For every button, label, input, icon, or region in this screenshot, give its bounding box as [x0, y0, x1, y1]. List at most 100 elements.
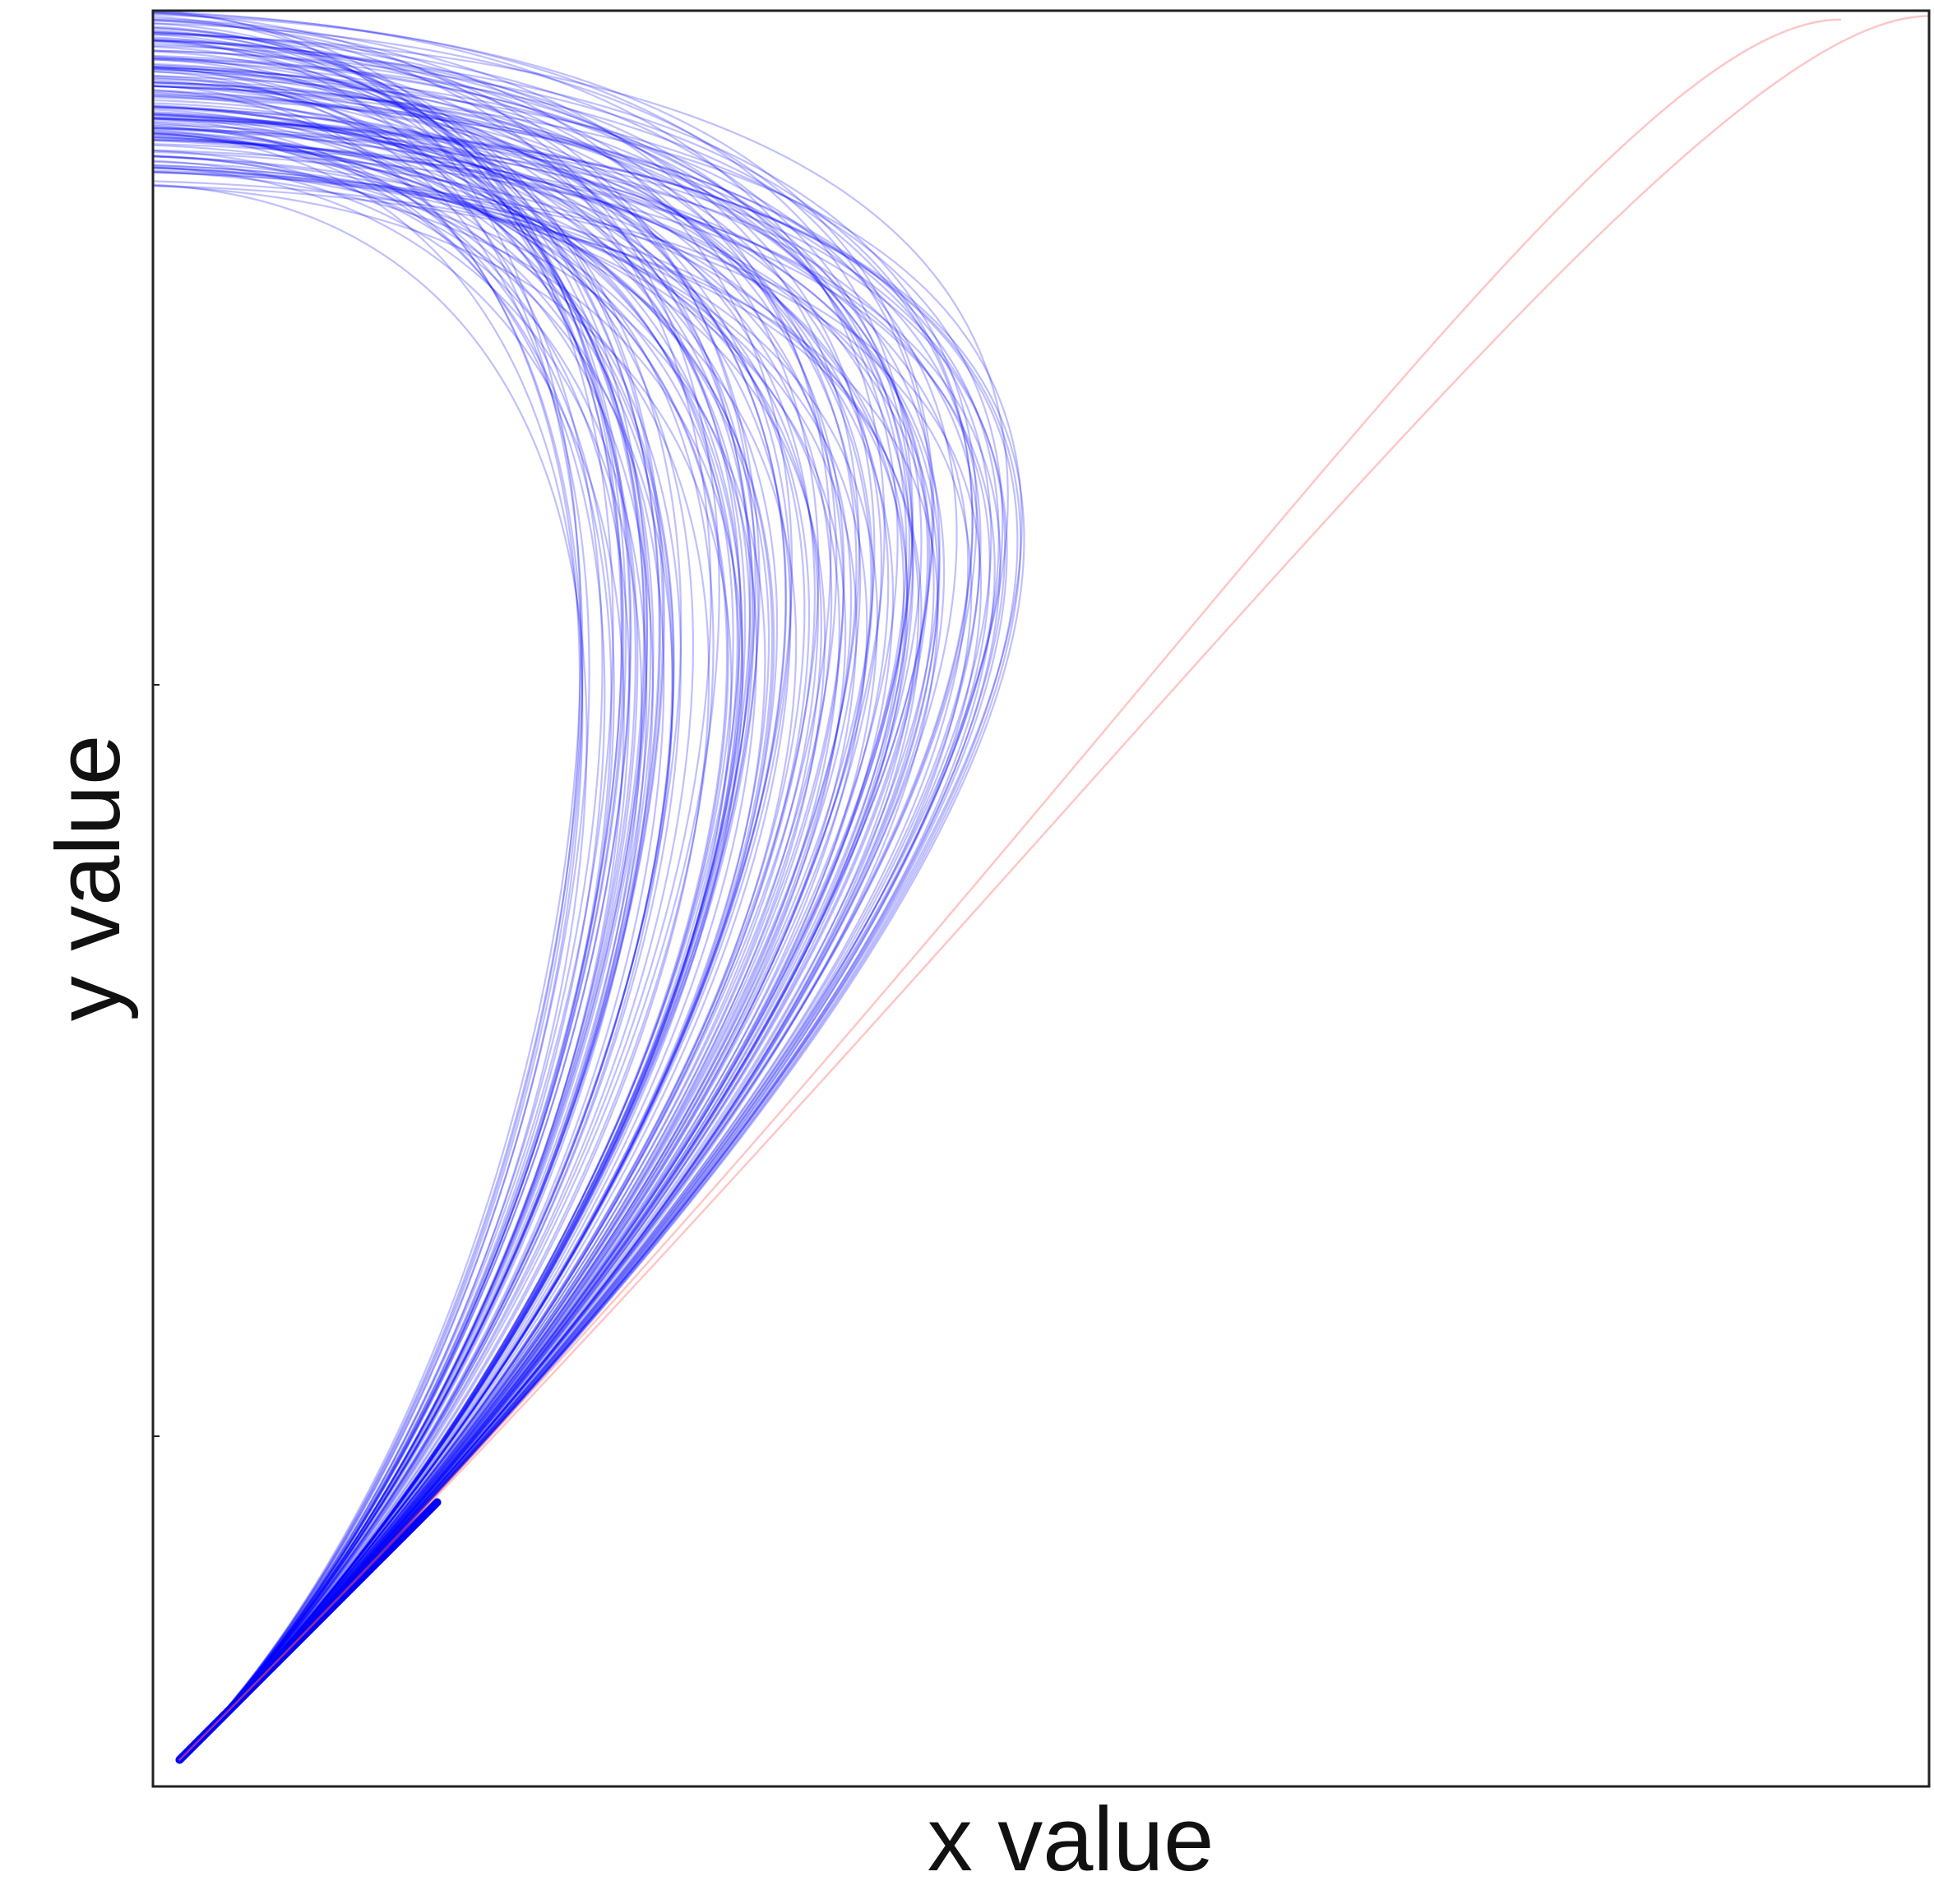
- series-line-blue: [151, 123, 946, 1761]
- series-start-segment: [175, 1498, 442, 1764]
- series-line-blue: [151, 44, 978, 1761]
- series-line-blue: [151, 39, 584, 1761]
- series-line-blue: [151, 113, 738, 1761]
- series-line-blue: [151, 113, 819, 1761]
- series-line-blue: [151, 89, 584, 1761]
- series-line-blue: [151, 67, 914, 1761]
- series-line-blue: [151, 124, 631, 1761]
- series-line-blue: [151, 128, 908, 1761]
- series-line-blue: [151, 57, 974, 1761]
- series-line-blue: [151, 19, 712, 1761]
- series-line-blue: [151, 49, 910, 1761]
- series-line-blue: [151, 55, 646, 1761]
- series-line-blue: [151, 150, 909, 1761]
- series-line-blue: [151, 65, 759, 1761]
- series-line-blue: [151, 118, 1006, 1761]
- series-line-blue: [151, 45, 661, 1761]
- series-line-blue: [151, 31, 664, 1761]
- series-line-blue: [151, 126, 673, 1761]
- series-line-blue: [151, 30, 761, 1761]
- series-line-blue: [151, 183, 588, 1761]
- series-line-blue: [151, 81, 816, 1761]
- series-line-blue: [151, 167, 847, 1761]
- series-line-blue: [151, 93, 992, 1761]
- series-line-blue: [151, 180, 923, 1761]
- series-line-blue: [151, 132, 584, 1761]
- series-line-blue: [151, 143, 1002, 1761]
- series-line-blue: [151, 149, 648, 1761]
- series-line-blue: [151, 85, 931, 1761]
- series-line-blue: [151, 99, 833, 1761]
- series-line-blue: [151, 127, 1008, 1761]
- series-line-blue: [151, 132, 665, 1761]
- series-line-blue: [151, 117, 1022, 1761]
- series-line-blue: [151, 32, 914, 1761]
- series-line-red-1: [178, 18, 1842, 1761]
- series-line-blue: [151, 105, 743, 1761]
- series-line-blue: [151, 64, 845, 1761]
- series-line-blue: [151, 76, 655, 1761]
- series-line-blue: [151, 67, 652, 1761]
- x-axis-label: x value: [927, 1789, 1215, 1890]
- series-line-blue: [151, 58, 858, 1761]
- series-line-blue: [151, 166, 868, 1761]
- series-line-blue: [151, 79, 639, 1761]
- series-line-blue: [151, 160, 826, 1761]
- plot-background: [153, 11, 1929, 1786]
- series-line-blue: [151, 81, 929, 1761]
- series-line-blue: [151, 39, 899, 1761]
- series-line-blue: [151, 149, 996, 1761]
- series-line-blue: [151, 119, 941, 1761]
- series-line-blue: [151, 95, 751, 1761]
- series-line-blue: [151, 13, 935, 1761]
- series-line-blue: [151, 81, 941, 1761]
- series-line-blue: [151, 12, 914, 1761]
- series-line-blue: [151, 133, 729, 1761]
- series-line-blue: [151, 39, 876, 1761]
- series-line-blue: [151, 29, 622, 1761]
- series-line-red-2: [178, 15, 1931, 1761]
- series-line-blue: [151, 58, 754, 1761]
- series-line-blue: [151, 139, 935, 1761]
- series-line-blue: [151, 39, 820, 1761]
- series-line-blue: [151, 127, 969, 1761]
- series-line-blue: [151, 132, 655, 1761]
- series-line-blue: [151, 27, 648, 1761]
- series-line-blue: [151, 104, 734, 1761]
- series-line-blue: [151, 43, 752, 1761]
- series-line-blue: [151, 106, 914, 1761]
- series-line-blue: [151, 67, 958, 1761]
- series-line-blue: [151, 25, 632, 1761]
- y-axis-label: y value: [38, 734, 139, 1022]
- series-line-blue: [151, 36, 645, 1761]
- series-line-blue: [151, 155, 798, 1761]
- series-line-blue: [151, 166, 766, 1761]
- series-line-blue: [151, 135, 729, 1761]
- series-line-blue: [151, 184, 939, 1761]
- series-line-blue: [151, 132, 774, 1761]
- series-line-blue: [151, 130, 770, 1761]
- series-line-blue: [151, 136, 775, 1761]
- series-line-blue: [151, 138, 939, 1761]
- series-line-blue: [151, 118, 615, 1761]
- series-line-blue: [151, 144, 758, 1761]
- series-line-blue: [151, 140, 822, 1761]
- series-line-blue: [151, 22, 627, 1761]
- series-line-blue: [151, 39, 660, 1761]
- series-line-blue: [151, 34, 632, 1761]
- series-line-blue: [151, 17, 832, 1761]
- plot-frame: [151, 9, 1931, 1788]
- series-line-blue: [151, 115, 1019, 1761]
- series-line-blue: [151, 121, 743, 1761]
- series-line-blue: [151, 139, 991, 1761]
- series-line-blue: [151, 118, 980, 1761]
- series-line-blue: [151, 95, 982, 1761]
- series-line-blue: [151, 116, 675, 1761]
- series-line-blue: [151, 107, 792, 1761]
- series-line-blue: [151, 71, 788, 1761]
- series-line-blue: [151, 54, 908, 1761]
- series-line-blue: [151, 169, 983, 1761]
- series-line-blue: [151, 11, 886, 1761]
- series-line-blue: [151, 74, 636, 1761]
- series-line-blue: [151, 62, 792, 1761]
